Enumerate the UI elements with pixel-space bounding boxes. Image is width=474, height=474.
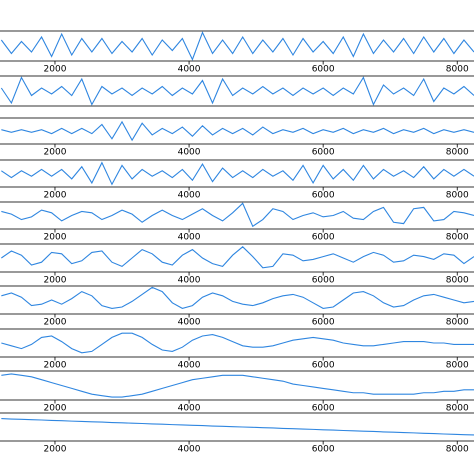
- axes-frame: [0, 370, 474, 401]
- signal-line: [1, 286, 474, 309]
- axes-frame: [0, 201, 474, 230]
- x-tick-label: 4000: [178, 318, 201, 328]
- axes-frame: [0, 285, 474, 315]
- signal-line: [1, 202, 474, 228]
- x-tick-label: 6000: [312, 445, 335, 455]
- x-tick-label: 4000: [178, 361, 201, 371]
- signal-line: [0, 76, 474, 106]
- x-tick-label: 4000: [178, 445, 201, 455]
- x-tick-label: 4000: [178, 276, 201, 286]
- x-tick-label: 2000: [44, 233, 67, 243]
- x-tick-label: 6000: [312, 65, 335, 75]
- x-tick-label: 8000: [446, 65, 469, 75]
- x-tick-label: 6000: [312, 361, 335, 371]
- x-tick-label: 2000: [44, 318, 67, 328]
- x-tick-label: 8000: [446, 318, 469, 328]
- x-tick-label: 4000: [178, 233, 201, 243]
- signal-line: [1, 120, 474, 142]
- signal-line: [1, 373, 474, 398]
- axes-frame: [0, 117, 474, 145]
- x-tick-label: 6000: [312, 233, 335, 243]
- x-tick-label: 6000: [312, 404, 335, 414]
- x-tick-label: 4000: [178, 148, 201, 158]
- signal-line: [1, 161, 474, 186]
- x-tick-label: 6000: [312, 276, 335, 286]
- x-tick-label: 8000: [446, 233, 469, 243]
- x-tick-label: 4000: [178, 404, 201, 414]
- axes-frame: [0, 30, 474, 62]
- x-tick-label: 6000: [312, 148, 335, 158]
- x-tick-label: 2000: [44, 361, 67, 371]
- x-tick-label: 2000: [44, 191, 67, 201]
- axes-frame: [0, 328, 474, 358]
- x-tick-label: 4000: [178, 65, 201, 75]
- axes-frame: [0, 243, 474, 273]
- x-tick-label: 2000: [44, 65, 67, 75]
- x-tick-label: 2000: [44, 404, 67, 414]
- axes-frame: [0, 75, 474, 107]
- signal-line: [1, 246, 474, 269]
- axes-frame: [0, 412, 474, 442]
- x-tick-label: 6000: [312, 318, 335, 328]
- x-tick-label: 2000: [44, 148, 67, 158]
- x-tick-label: 8000: [446, 148, 469, 158]
- signal-line: [1, 332, 474, 354]
- signal-line: [0, 31, 474, 61]
- x-tick-label: 8000: [446, 404, 469, 414]
- x-tick-label: 8000: [446, 445, 469, 455]
- x-tick-label: 2000: [44, 276, 67, 286]
- x-tick-label: 8000: [446, 276, 469, 286]
- axes-frame: [0, 159, 474, 188]
- x-tick-label: 8000: [446, 361, 469, 371]
- x-tick-label: 6000: [312, 191, 335, 201]
- x-tick-label: 8000: [446, 191, 469, 201]
- x-tick-label: 2000: [44, 445, 67, 455]
- signal-line: [1, 418, 474, 436]
- x-tick-label: 4000: [178, 191, 201, 201]
